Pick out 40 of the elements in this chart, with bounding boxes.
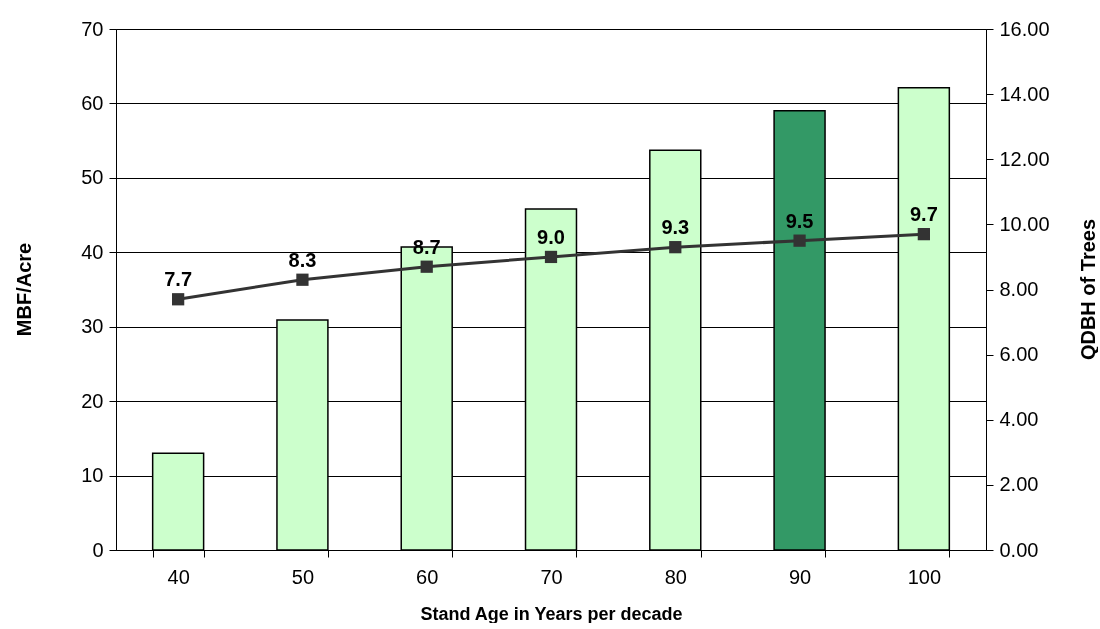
y-tick-label: 40 (81, 240, 104, 263)
data-label: 9.0 (537, 225, 565, 248)
y2-tick-label: 2.00 (999, 473, 1039, 496)
y-tick-label: 60 (81, 91, 104, 114)
point (296, 273, 309, 286)
y2-tick-label: 16.00 (999, 17, 1050, 40)
data-label: 9.3 (661, 216, 690, 239)
y2-axis-title: QDBH of Trees (1076, 218, 1099, 361)
point (420, 260, 433, 273)
x-tick-label: 40 (167, 565, 190, 588)
point (544, 250, 558, 264)
y-tick-label: 10 (81, 464, 104, 487)
y-tick-label: 70 (81, 17, 104, 40)
y2-tick-label: 4.00 (999, 408, 1039, 431)
data-label: 9.7 (909, 203, 938, 226)
y2-tick-label: 12.00 (999, 147, 1050, 170)
x-tick-label: 60 (416, 565, 439, 588)
y-tick-label: 20 (81, 389, 104, 412)
point (172, 293, 185, 306)
x-tick-label: 80 (664, 565, 687, 588)
point (669, 241, 682, 254)
x-tick-label: 70 (540, 565, 563, 588)
x-tick-label: 90 (788, 565, 812, 588)
y-tick-label: 0 (92, 538, 104, 561)
y-axis-title: MBF/Acre (12, 242, 35, 337)
y2-tick-label: 10.00 (999, 212, 1050, 235)
point (917, 228, 930, 241)
y-tick-label: 50 (81, 166, 104, 189)
data-label: 9.5 (785, 209, 814, 232)
y2-tick-label: 6.00 (999, 343, 1039, 366)
x-tick-label: 100 (907, 565, 942, 588)
data-label: 7.7 (164, 268, 193, 291)
data-label: 8.3 (288, 248, 317, 271)
y2-tick-label: 14.00 (999, 82, 1050, 105)
y2-tick-label: 8.00 (999, 278, 1039, 300)
x-tick-label: 50 (291, 565, 315, 588)
y-tick-label: 30 (81, 315, 104, 338)
y2-tick-label: 0.00 (999, 538, 1039, 561)
x-axis-title: Stand Age in Years per decade (420, 603, 683, 624)
point (793, 234, 806, 247)
